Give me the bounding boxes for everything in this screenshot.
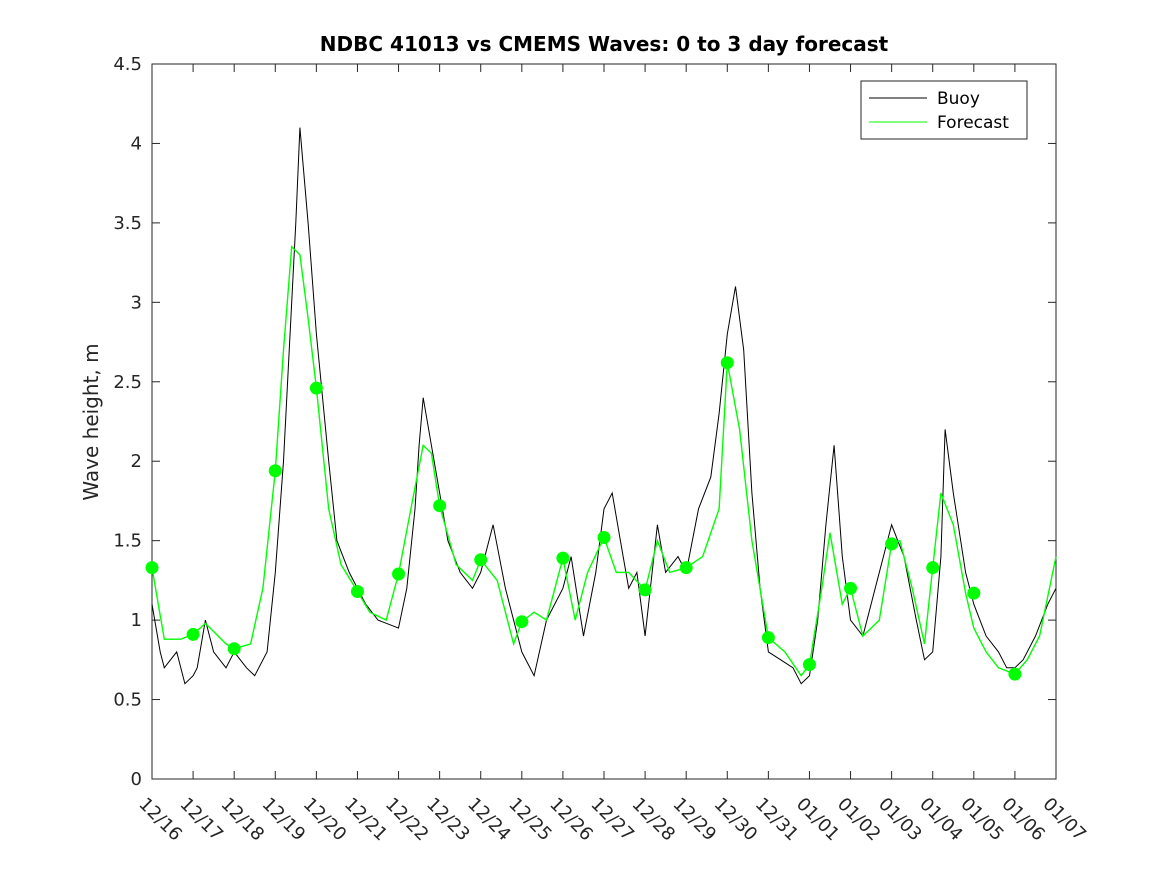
legend-forecast-label: Forecast <box>937 113 1009 133</box>
y-tick-label: 4 <box>131 133 142 154</box>
series-buoy-line <box>151 127 1057 685</box>
forecast-marker <box>556 551 570 565</box>
legend-box <box>860 80 1028 140</box>
y-tick-label: 1 <box>131 610 142 631</box>
forecast-marker <box>926 561 940 575</box>
legend-buoy-label: Buoy <box>937 89 980 109</box>
y-tick-label: 0.5 <box>113 690 142 711</box>
y-tick-label: 3.5 <box>113 213 142 234</box>
forecast-marker <box>268 464 282 478</box>
x-tick-label: 12/22 <box>381 794 433 846</box>
x-tick-label: 01/06 <box>997 794 1049 846</box>
x-tick-label: 01/05 <box>956 794 1008 846</box>
x-tick-label: 01/03 <box>874 794 926 846</box>
y-tick-label: 3 <box>131 292 142 313</box>
forecast-marker <box>186 627 200 641</box>
forecast-marker <box>1008 667 1022 681</box>
forecast-marker <box>844 581 858 595</box>
forecast-marker <box>720 356 734 370</box>
x-tick-label: 12/26 <box>545 794 597 846</box>
forecast-marker <box>433 499 447 513</box>
y-tick-label: 2 <box>131 451 142 472</box>
x-tick-label: 12/18 <box>217 794 269 846</box>
forecast-marker <box>474 553 488 567</box>
chart-title: NDBC 41013 vs CMEMS Waves: 0 to 3 day fo… <box>320 32 889 56</box>
x-tick-label: 01/07 <box>1038 794 1090 846</box>
x-tick-label: 12/25 <box>504 794 556 846</box>
x-tick-label: 12/20 <box>299 794 351 846</box>
y-tick-label: 0 <box>131 769 142 790</box>
x-tick-label: 12/16 <box>134 794 186 846</box>
forecast-marker <box>515 615 529 629</box>
forecast-marker <box>761 631 775 645</box>
forecast-marker <box>679 561 693 575</box>
x-tick-label: 12/17 <box>176 794 228 846</box>
forecast-marker <box>145 561 159 575</box>
forecast-marker <box>309 381 323 395</box>
y-tick-label: 1.5 <box>113 531 142 552</box>
x-tick-label: 01/04 <box>915 794 967 846</box>
forecast-marker <box>350 585 364 599</box>
forecast-marker <box>638 583 652 597</box>
forecast-marker <box>967 586 981 600</box>
x-tick-label: 01/01 <box>792 794 844 846</box>
x-tick-label: 12/24 <box>463 794 515 846</box>
y-tick-label: 4.5 <box>113 54 142 75</box>
x-tick-label: 12/31 <box>751 794 803 846</box>
x-tick-label: 12/23 <box>422 794 474 846</box>
x-tick-label: 12/27 <box>586 794 638 846</box>
marker-layer <box>145 356 1022 681</box>
forecast-marker <box>885 537 899 551</box>
x-tick-label: 12/28 <box>628 794 680 846</box>
y-tick-label: 2.5 <box>113 372 142 393</box>
x-tick-label: 12/19 <box>258 794 310 846</box>
forecast-marker <box>227 642 241 656</box>
x-tick-label: 12/30 <box>710 794 762 846</box>
y-axis-label: Wave height, m <box>79 343 103 500</box>
forecast-marker <box>392 567 406 581</box>
legend: Buoy Forecast <box>860 80 1028 140</box>
x-tick-label: 01/02 <box>833 794 885 846</box>
x-tick-label: 12/21 <box>340 794 392 846</box>
forecast-marker <box>597 530 611 544</box>
plot-area <box>151 63 1057 780</box>
x-tick-label: 12/29 <box>669 794 721 846</box>
forecast-marker <box>802 658 816 672</box>
y-axis-ticks: 0 0.5 1 1.5 2 2.5 3 3.5 4 4.5 <box>113 54 1056 790</box>
